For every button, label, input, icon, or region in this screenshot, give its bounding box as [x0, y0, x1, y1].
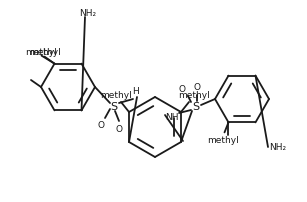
Text: methyl: methyl — [25, 48, 56, 57]
Text: methyl: methyl — [208, 135, 239, 144]
Text: H: H — [133, 87, 139, 96]
Text: O: O — [193, 83, 200, 92]
Text: O: O — [115, 124, 122, 133]
Text: S: S — [111, 101, 118, 112]
Text: S: S — [192, 101, 200, 112]
Text: O: O — [178, 84, 185, 93]
Text: O: O — [98, 121, 104, 130]
Text: methyl: methyl — [178, 91, 210, 100]
Text: NH₂: NH₂ — [80, 9, 97, 18]
Text: methyl: methyl — [29, 48, 60, 57]
Text: NH: NH — [165, 113, 179, 122]
Text: methyl: methyl — [100, 91, 132, 100]
Text: NH₂: NH₂ — [270, 143, 286, 152]
